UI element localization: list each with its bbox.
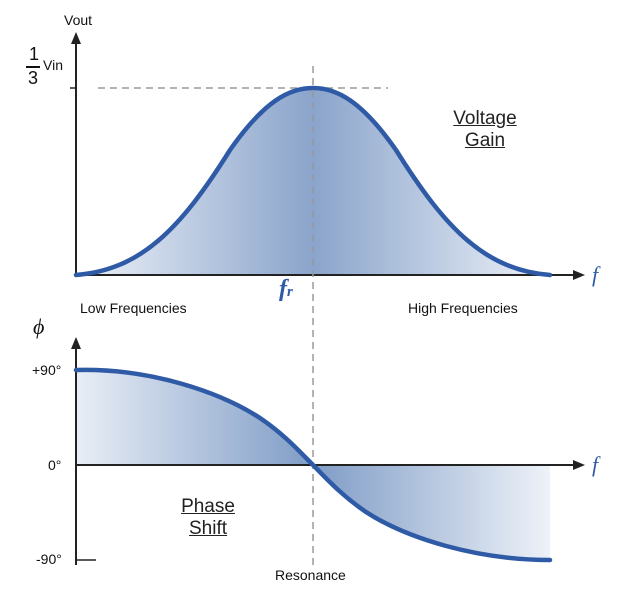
top-y-axis-arrow xyxy=(71,32,81,44)
phase-shift-title-line2: Shift xyxy=(188,518,228,539)
resonance-symbol: fr xyxy=(279,276,293,303)
phase-shift-title-line1: Phase xyxy=(181,496,235,517)
resonance-symbol-sub: r xyxy=(287,284,293,300)
peak-fraction-num: 1 xyxy=(29,44,40,64)
phase-curve xyxy=(73,367,553,563)
voltage-gain-title-line2: Gain xyxy=(464,130,506,151)
top-x-axis-symbol: f xyxy=(592,262,599,287)
phase-area-fill-negative xyxy=(313,465,550,560)
top-y-axis-label: Vout xyxy=(64,12,93,28)
phase-shift-title: Phase Shift xyxy=(158,496,258,540)
peak-label-suffix: Vin xyxy=(43,57,63,73)
phase-area-fill-positive xyxy=(76,369,313,465)
gain-curve xyxy=(73,85,553,278)
bottom-x-axis-arrow xyxy=(573,460,585,470)
tick-plus90: +90° xyxy=(32,362,62,378)
gain-area-fill xyxy=(76,88,550,275)
peak-fraction-bar xyxy=(26,66,40,68)
low-frequencies-caption: Low Frequencies xyxy=(80,300,187,316)
tick-minus90: -90° xyxy=(36,551,62,567)
top-x-axis-arrow xyxy=(573,270,585,280)
resonance-caption: Resonance xyxy=(275,567,346,583)
resonance-symbol-f: f xyxy=(279,276,287,302)
voltage-gain-title: Voltage Gain xyxy=(440,108,530,152)
high-frequencies-caption: High Frequencies xyxy=(408,300,518,316)
bottom-y-axis-arrow xyxy=(71,337,81,349)
peak-fraction-den: 3 xyxy=(28,68,39,88)
phase-axis-symbol: ϕ xyxy=(33,314,45,339)
tick-zero: 0° xyxy=(48,457,62,473)
voltage-gain-title-line1: Voltage xyxy=(453,108,517,129)
bottom-x-axis-symbol: f xyxy=(592,452,599,477)
